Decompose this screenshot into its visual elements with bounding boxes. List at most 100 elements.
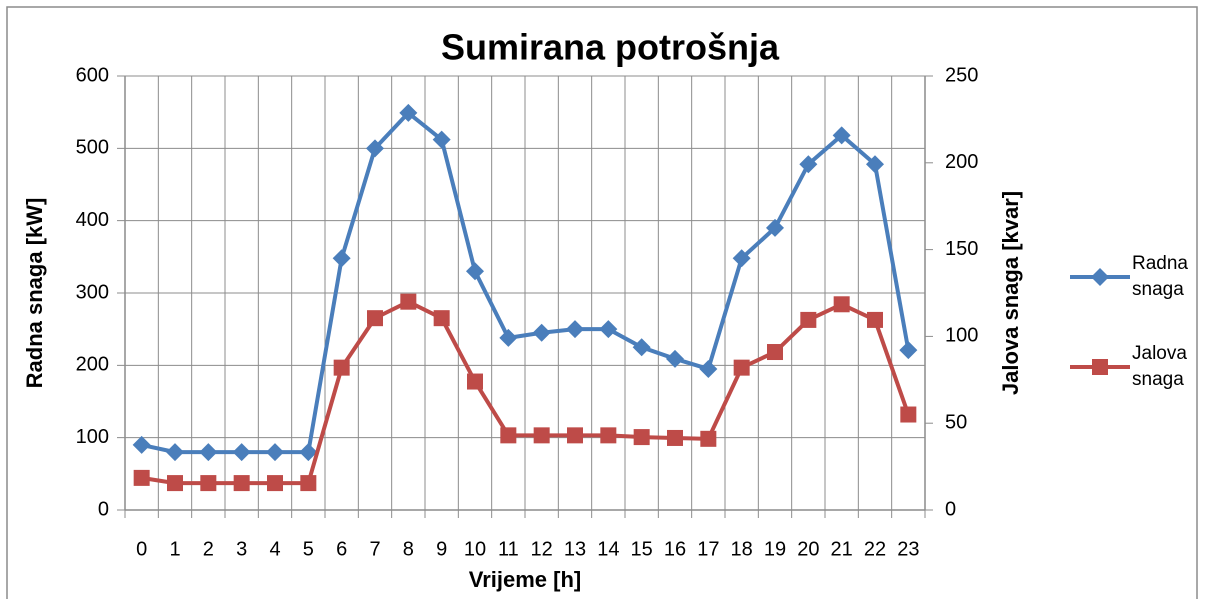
marker	[367, 310, 383, 327]
marker	[532, 323, 551, 342]
legend-marker	[1092, 359, 1108, 375]
marker	[667, 429, 683, 446]
marker	[832, 126, 851, 145]
y-tick-label: 0	[98, 498, 109, 520]
y-tick-label: 600	[76, 64, 109, 86]
x-tick-label: 10	[464, 538, 486, 560]
marker	[499, 328, 518, 347]
chart-title: Sumirana potrošnja	[441, 27, 780, 68]
marker	[732, 249, 751, 268]
x-tick-label: 8	[403, 538, 414, 560]
chart-frame	[6, 6, 1198, 599]
marker	[366, 139, 384, 158]
marker	[766, 218, 784, 237]
marker	[267, 475, 283, 492]
marker	[533, 427, 550, 444]
marker	[767, 344, 783, 361]
x-tick-label: 4	[269, 538, 280, 560]
y2-tick-label: 0	[945, 498, 956, 520]
y2-tick-label: 100	[945, 325, 978, 347]
marker	[167, 475, 183, 492]
marker	[166, 443, 184, 462]
y-tick-label: 500	[76, 137, 109, 159]
x-tick-label: 23	[897, 538, 919, 560]
legend-symbol	[1070, 359, 1130, 375]
y-axis-title: Radna snaga [kW]	[22, 198, 47, 389]
marker	[567, 427, 583, 444]
x-tick-label: 18	[731, 538, 753, 560]
x-tick-label: 21	[831, 538, 853, 560]
x-tick-label: 14	[597, 538, 619, 560]
marker	[200, 475, 217, 492]
x-tick-label: 16	[664, 538, 686, 560]
marker	[900, 406, 917, 423]
marker	[300, 475, 317, 492]
x-tick-label: 19	[764, 538, 786, 560]
legend: Radna snaga Jalova snaga	[1068, 232, 1203, 412]
y2-tick-label: 200	[945, 151, 978, 173]
x-tick-label: 20	[797, 538, 819, 560]
marker	[466, 262, 484, 281]
marker	[432, 130, 451, 149]
marker	[600, 427, 617, 444]
x-tick-label: 2	[203, 538, 214, 560]
x-tick-label: 13	[564, 538, 586, 560]
y2-axis-title: Jalova snaga [kvar]	[998, 191, 1023, 395]
marker	[266, 443, 284, 462]
x-tick-label: 22	[864, 538, 886, 560]
legend-label: Jalova snaga	[1132, 343, 1187, 390]
marker	[566, 320, 584, 339]
marker	[333, 359, 350, 376]
marker	[232, 443, 251, 462]
marker	[700, 430, 717, 447]
marker	[867, 311, 883, 328]
marker	[866, 155, 884, 174]
y-tick-label: 100	[76, 426, 109, 448]
x-tick-label: 15	[631, 538, 653, 560]
y2-tick-label: 150	[945, 238, 978, 260]
marker	[199, 443, 218, 462]
legend-symbol	[1070, 268, 1130, 286]
x-tick-label: 7	[369, 538, 380, 560]
marker	[400, 293, 417, 310]
legend-label: Radna snaga	[1132, 253, 1188, 300]
legend-marker	[1091, 268, 1109, 286]
x-tick-label: 5	[303, 538, 314, 560]
y-tick-label: 200	[76, 354, 109, 376]
marker	[233, 475, 250, 492]
marker	[299, 443, 318, 462]
marker	[799, 155, 818, 174]
x-tick-label: 1	[169, 538, 180, 560]
marker	[399, 103, 418, 122]
marker	[132, 435, 151, 454]
y2-tick-label: 50	[945, 411, 967, 433]
x-tick-label: 3	[236, 538, 247, 560]
y2-tick-label: 250	[945, 64, 978, 86]
marker	[433, 310, 450, 327]
marker	[332, 249, 351, 268]
x-tick-label: 6	[336, 538, 347, 560]
marker	[733, 359, 750, 376]
x-tick-label: 9	[436, 538, 447, 560]
marker	[467, 373, 483, 390]
x-tick-label: 0	[136, 538, 147, 560]
y-tick-label: 400	[76, 209, 109, 231]
x-tick-label: 11	[498, 538, 519, 560]
x-axis-title: Vrijeme [h]	[469, 567, 581, 592]
marker	[899, 341, 918, 360]
marker	[699, 359, 718, 378]
legend-entry: Jalova snaga	[1068, 322, 1203, 412]
marker	[500, 427, 517, 444]
x-tick-label: 17	[697, 538, 719, 560]
marker	[666, 349, 684, 368]
marker	[833, 296, 850, 313]
legend-entry: Radna snaga	[1068, 232, 1203, 322]
marker	[632, 338, 651, 357]
marker	[633, 429, 650, 446]
marker	[800, 311, 817, 328]
marker	[133, 469, 150, 486]
y-tick-label: 300	[76, 281, 109, 303]
x-tick-label: 12	[531, 538, 553, 560]
